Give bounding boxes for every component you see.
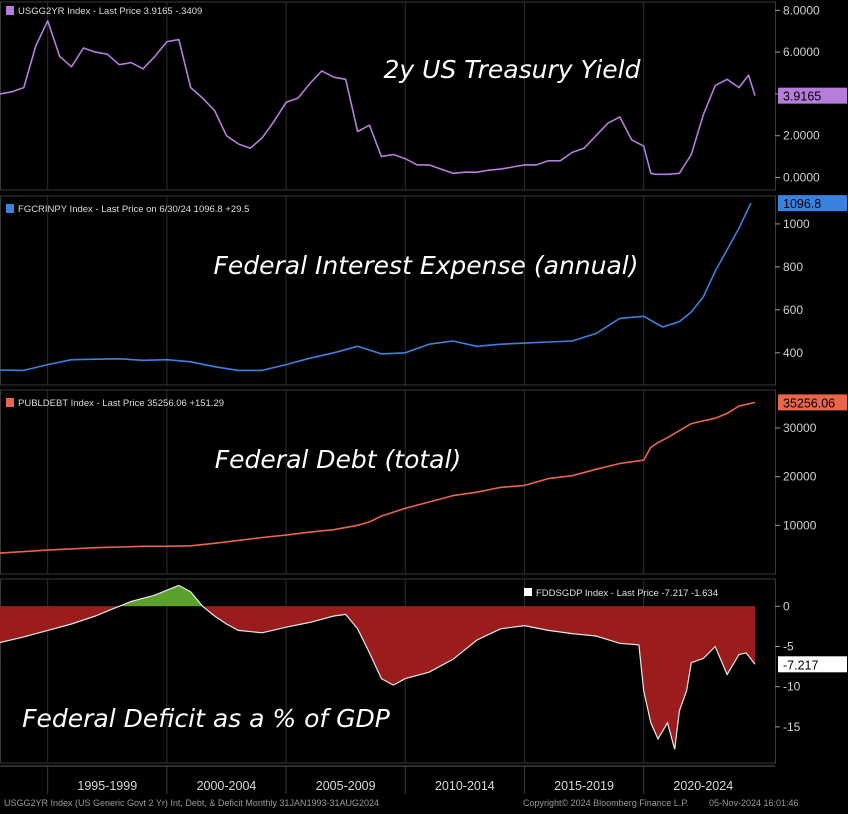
y-tick-label: 2.0000 (783, 129, 820, 143)
legend-swatch (6, 398, 14, 407)
legend-swatch (524, 588, 532, 596)
panel-title: 2y US Treasury Yield (384, 55, 641, 84)
last-price-box (778, 87, 847, 104)
surplus-area (0, 585, 755, 607)
panel-title: Federal Debt (total) (215, 445, 461, 474)
last-price-label: -7.217 (783, 658, 818, 672)
deficit-area (0, 606, 755, 750)
panel-frame (0, 578, 776, 764)
panel-title: Federal Deficit as a % of GDP (22, 704, 391, 733)
footer-bar: USGG2YR Index (US Generic Govt 2 Yr) Int… (0, 796, 848, 814)
x-tick-label: 2015-2019 (554, 779, 614, 793)
last-price-label: 35256.06 (783, 396, 835, 410)
y-tick-label: -15 (783, 720, 801, 734)
legend-text: USGG2YR Index - Last Price 3.9165 -.3409 (18, 6, 202, 17)
y-tick-label: 8.0000 (783, 3, 820, 17)
panel-frame (0, 1, 776, 191)
legend-text: PUBLDEBT Index - Last Price 35256.06 +15… (18, 398, 224, 409)
y-tick-label: 800 (783, 260, 803, 274)
x-axis: 1995-1999 2000-2004 2005-2009 2010-2014 2015… (0, 765, 775, 794)
legend-text: FDDSGDP Index - Last Price -7.217 -1.634 (536, 588, 718, 599)
panel-frame (0, 195, 776, 386)
y-tick-label: 600 (783, 303, 803, 317)
panel-frame (0, 389, 776, 575)
legend-text: FGCRINPY Index - Last Price on 6/30/24 1… (18, 204, 249, 215)
x-tick-label: 2005-2009 (316, 779, 376, 793)
legend-swatch (6, 204, 14, 213)
legend-swatch (6, 6, 14, 15)
series-line (0, 584, 756, 750)
panel-title: Federal Interest Expense (annual) (214, 251, 639, 280)
y-tick-label: 10000 (783, 518, 817, 532)
last-price-label: 3.9165 (783, 90, 821, 104)
last-price-box (778, 195, 847, 212)
footer-source: USGG2YR Index (US Generic Govt 2 Yr) Int… (4, 798, 379, 808)
last-price-box (778, 656, 847, 673)
y-tick-label: 6.0000 (783, 45, 820, 59)
y-tick-label: 0.0000 (783, 170, 820, 184)
last-price-box (778, 394, 847, 411)
footer-copyright: Copyright© 2024 Bloomberg Finance L.P. (523, 798, 689, 808)
y-tick-label: -5 (783, 639, 794, 653)
panel-3: 10000 20000 30000 PUBLDEBT Index - Last Pri… (0, 389, 847, 575)
series-line (0, 202, 752, 372)
x-tick-label: 2000-2004 (197, 779, 257, 793)
x-tick-label: 2010-2014 (435, 779, 495, 793)
y-tick-label: 0 (783, 599, 790, 613)
y-tick-label: 20000 (783, 470, 817, 484)
y-tick-label: -10 (783, 680, 801, 694)
y-tick-label: 30000 (783, 421, 817, 435)
last-price-label: 1096.8 (783, 197, 821, 211)
series-line (0, 20, 756, 176)
x-tick-label: 2020-2024 (673, 779, 733, 793)
panel-2: 400 600 800 1000 FGCRINPY Index - Last Price… (0, 195, 847, 386)
y-tick-label: 400 (783, 346, 803, 360)
panel-4: 0 -5 -10 -15 FDDSGDP Index - Last Price -7.2… (0, 578, 847, 764)
series-line (0, 401, 756, 554)
y-tick-label: 1000 (783, 217, 810, 231)
footer-timestamp: 05-Nov-2024 16:01:46 (709, 798, 799, 808)
x-tick-label: 1995-1999 (77, 779, 137, 793)
